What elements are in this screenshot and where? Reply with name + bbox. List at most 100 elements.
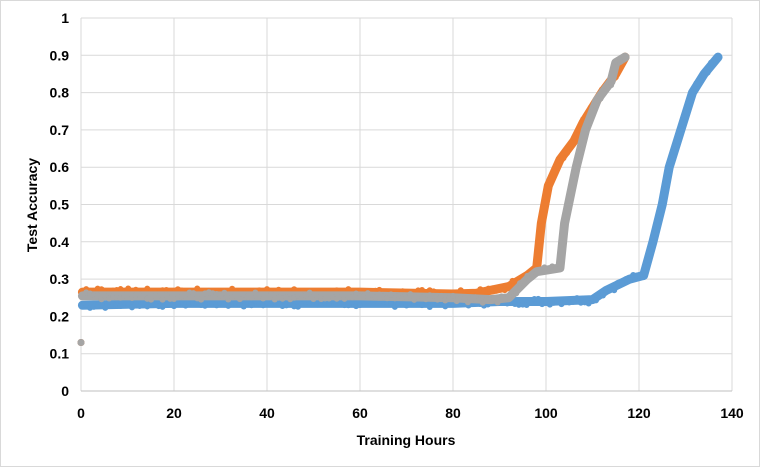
data-point xyxy=(529,274,536,281)
data-point xyxy=(541,199,548,206)
data-point xyxy=(569,182,576,189)
y-tick-label: 1 xyxy=(61,10,69,26)
data-point xyxy=(494,299,501,306)
series-line xyxy=(77,52,630,305)
data-point xyxy=(582,125,589,132)
data-point xyxy=(677,126,684,133)
data-point xyxy=(563,150,570,157)
data-point xyxy=(645,256,652,263)
data-point xyxy=(505,293,512,300)
data-point xyxy=(597,95,604,102)
data-point xyxy=(98,286,105,293)
data-point xyxy=(574,295,580,302)
x-tick-label: 40 xyxy=(259,405,275,421)
y-tick-label: 0 xyxy=(61,383,69,399)
data-point xyxy=(236,296,243,303)
data-point xyxy=(159,296,166,303)
data-point xyxy=(553,164,560,171)
data-point xyxy=(384,295,391,302)
data-point xyxy=(618,280,625,287)
x-tick-label: 20 xyxy=(166,405,182,421)
data-point xyxy=(388,299,394,306)
data-point xyxy=(376,286,383,293)
data-point xyxy=(570,298,577,305)
data-point xyxy=(523,302,530,309)
data-point xyxy=(610,65,617,72)
x-tick-label: 80 xyxy=(445,405,461,421)
data-point xyxy=(102,304,109,311)
data-point xyxy=(693,80,700,87)
data-point xyxy=(240,303,247,310)
data-point xyxy=(260,295,267,302)
data-point xyxy=(538,217,545,224)
data-point xyxy=(450,292,456,299)
data-point xyxy=(513,290,520,297)
data-point xyxy=(190,290,197,297)
data-point xyxy=(148,296,155,303)
data-point xyxy=(685,102,692,109)
data-point xyxy=(577,146,584,153)
x-axis-label: Training Hours xyxy=(357,432,456,448)
data-point xyxy=(419,287,425,294)
data-point xyxy=(573,163,580,170)
y-tick-label: 0.9 xyxy=(50,47,70,63)
data-point xyxy=(640,274,647,281)
data-point xyxy=(174,300,181,307)
data-point xyxy=(94,292,101,299)
data-point xyxy=(349,294,356,301)
data-point xyxy=(490,295,497,302)
data-point xyxy=(654,217,661,224)
data-point xyxy=(537,268,544,275)
data-point xyxy=(198,296,205,303)
data-point xyxy=(117,303,124,310)
data-point xyxy=(163,291,170,298)
data-point xyxy=(505,282,512,289)
data-point xyxy=(585,300,592,307)
data-point xyxy=(345,302,352,309)
data-point xyxy=(438,292,445,299)
series-gray xyxy=(77,52,630,347)
data-point xyxy=(611,287,618,294)
y-tick-label: 0.2 xyxy=(50,308,70,324)
data-point xyxy=(681,114,688,121)
data-point xyxy=(407,291,414,298)
x-tick-label: 120 xyxy=(627,405,651,421)
data-point xyxy=(670,153,677,160)
y-tick-label: 0.7 xyxy=(50,122,70,138)
data-point xyxy=(586,120,593,127)
data-point xyxy=(159,303,166,310)
data-point xyxy=(493,287,500,294)
data-point xyxy=(565,199,572,206)
data-point xyxy=(592,297,599,304)
data-point xyxy=(704,69,711,76)
data-point xyxy=(536,243,543,250)
data-point xyxy=(388,291,394,298)
data-point xyxy=(575,126,582,133)
y-tick-label: 0.1 xyxy=(50,346,70,362)
data-point xyxy=(501,287,508,294)
data-point xyxy=(306,289,313,296)
data-point xyxy=(125,300,132,307)
data-point xyxy=(434,296,441,303)
data-point xyxy=(520,277,527,284)
data-point xyxy=(345,286,352,293)
data-point xyxy=(422,296,429,303)
data-point xyxy=(590,107,597,114)
data-point xyxy=(524,272,531,279)
data-point xyxy=(697,76,704,83)
data-point xyxy=(140,299,147,306)
data-point xyxy=(248,294,255,301)
data-point xyxy=(649,241,656,248)
data-point xyxy=(659,204,666,211)
data-point xyxy=(689,89,696,96)
data-point xyxy=(79,294,86,301)
data-point xyxy=(560,155,567,162)
data-point xyxy=(567,143,574,150)
y-tick-label: 0.6 xyxy=(50,159,70,175)
data-point xyxy=(711,57,718,64)
data-point xyxy=(256,292,263,299)
data-point xyxy=(662,186,669,193)
data-point xyxy=(612,58,619,65)
data-point xyxy=(599,292,606,299)
